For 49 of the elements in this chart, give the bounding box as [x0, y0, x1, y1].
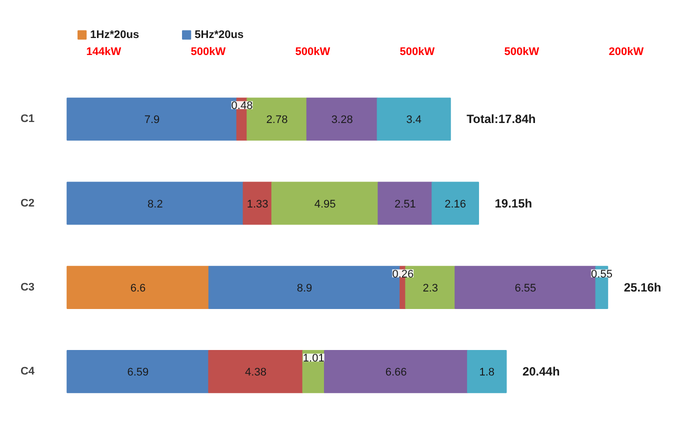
bar — [66, 350, 210, 394]
data-label: 8.9 — [296, 282, 312, 294]
bar — [66, 182, 244, 225]
data-label: 4.38 — [245, 366, 266, 379]
data-label: 3.28 — [331, 114, 353, 126]
bar — [324, 350, 468, 394]
total-label: 19.15h — [494, 196, 532, 210]
bar — [467, 350, 507, 394]
data-label: 0.26 — [392, 268, 414, 280]
data-label: 6.6 — [130, 282, 146, 294]
data-label: 4.95 — [314, 198, 336, 210]
bar — [306, 98, 378, 141]
data-label: 0.48 — [231, 100, 253, 112]
bar — [208, 350, 304, 394]
data-label: 3.4 — [406, 114, 422, 126]
bar — [376, 98, 451, 141]
text: 144kW — [86, 46, 122, 58]
y-tick-label: C3 — [20, 281, 34, 294]
y-tick-label: C2 — [20, 197, 34, 210]
text: 500kW — [190, 46, 226, 58]
bar — [66, 266, 210, 309]
text: 500kW — [400, 46, 436, 58]
data-label: 6.55 — [514, 282, 536, 294]
y-tick-label: C4 — [20, 366, 36, 378]
data-label: 1.01 — [302, 352, 324, 365]
bar — [242, 182, 272, 225]
bar — [432, 182, 480, 225]
data-label: 1.8 — [479, 366, 495, 379]
data-label: 2.78 — [266, 114, 288, 126]
text: 500kW — [295, 46, 331, 58]
data-label: 2.51 — [394, 198, 416, 210]
text: 200kW — [608, 46, 644, 58]
total-label: Total:17.84h — [466, 112, 536, 126]
data-label: 8.2 — [148, 198, 163, 210]
total-label: 20.44h — [522, 364, 560, 379]
y-tick-label: C1 — [20, 113, 34, 126]
data-label: 2.3 — [422, 282, 438, 294]
data-label: 1.33 — [246, 198, 268, 210]
total-label: 25.16h — [624, 280, 662, 294]
legend-label: 1Hz*20us — [90, 28, 140, 41]
data-label: 7.9 — [144, 114, 160, 126]
bar — [378, 182, 433, 225]
data-label: 6.66 — [385, 366, 407, 379]
legend-label: 5Hz*20us — [194, 28, 244, 41]
text: 500kW — [504, 46, 540, 58]
data-label: 2.16 — [444, 198, 466, 210]
data-label: 6.59 — [127, 366, 149, 379]
bar — [271, 182, 379, 225]
data-label: 0.55 — [591, 268, 612, 280]
